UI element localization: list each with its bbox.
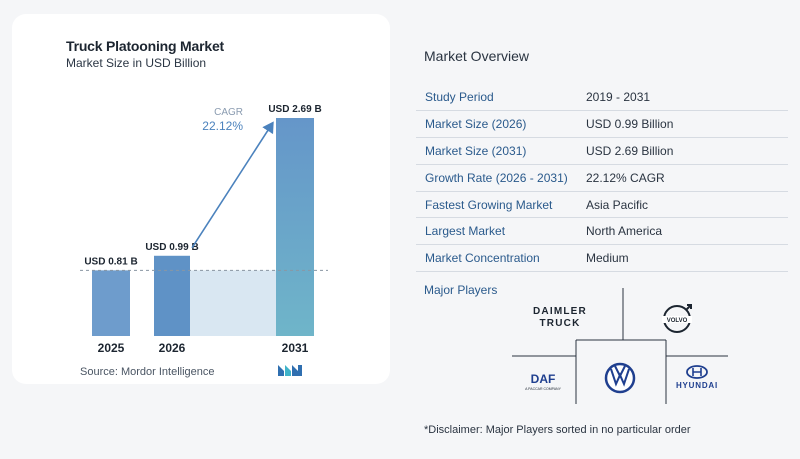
daimler-truck-logo-icon: DAIMLER TRUCK [533,306,587,329]
category-label-2031: 2031 [282,341,309,355]
cagr-value: 22.12% [202,119,243,133]
players-logo-grid: DAIMLER TRUCK VOLVO DAF A PACCAR COMPANY… [512,288,728,404]
cagr-arrow [191,121,274,249]
overview-value: USD 0.99 Billion [586,110,788,139]
chart-title: Truck Platooning Market [66,38,224,54]
category-label-2026: 2026 [159,341,186,355]
overview-value: 22.12% CAGR [586,164,788,192]
overview-key: Study Period [416,84,586,112]
overview-key: Market Concentration [416,244,586,273]
svg-text:DAF: DAF [531,372,556,386]
overview-value: Asia Pacific [586,191,788,219]
disclaimer: *Disclaimer: Major Players sorted in no … [424,424,691,436]
value-label-2026: USD 0.99 B [145,242,198,253]
baseline-band [190,270,276,336]
cagr-label: CAGR [214,107,243,118]
value-label-2025: USD 0.81 B [84,256,137,267]
players-title: Major Players [424,283,498,297]
overview-key: Market Size (2031) [416,137,586,165]
overview-row: Market Concentration Medium [416,244,788,273]
category-label-2025: 2025 [98,341,125,355]
svg-text:A PACCAR COMPANY: A PACCAR COMPANY [525,387,562,391]
svg-text:VOLVO: VOLVO [667,318,688,324]
bar-chart: USD 0.81 B 2025 USD 0.99 B 2026 USD 2.69 B 20… [80,104,328,355]
overview-key: Growth Rate (2026 - 2031) [416,164,586,192]
bar-2031 [276,118,314,336]
hyundai-logo-icon: HYUNDAI [676,365,718,390]
overview-row: Growth Rate (2026 - 2031) 22.12% CAGR [416,164,788,192]
overview-value: North America [586,217,788,246]
overview-value: USD 2.69 Billion [586,137,788,165]
overview-row: Market Size (2026) USD 0.99 Billion [416,110,788,139]
volkswagen-logo-icon [604,362,636,394]
svg-text:DAIMLER: DAIMLER [533,306,587,317]
overview-row: Study Period 2019 - 2031 [416,84,788,112]
volvo-logo-icon: VOLVO [662,304,692,333]
overview-key: Market Size (2026) [416,110,586,139]
overview-title: Market Overview [424,48,530,64]
chart-subtitle: Market Size in USD Billion [66,56,207,70]
svg-text:TRUCK: TRUCK [540,318,581,329]
svg-text:HYUNDAI: HYUNDAI [676,381,718,390]
overview-value: Medium [586,244,788,273]
source-note: Source: Mordor Intelligence [80,366,215,378]
overview-value: 2019 - 2031 [586,84,788,112]
overview-row: Largest Market North America [416,217,788,246]
bar-2025 [92,270,130,336]
overview-key: Largest Market [416,217,586,246]
value-label-2031: USD 2.69 B [268,104,321,115]
daf-logo-icon: DAF A PACCAR COMPANY [525,372,562,391]
overview-key: Fastest Growing Market [416,191,586,219]
overview-row: Market Size (2031) USD 2.69 Billion [416,137,788,165]
mordor-logo-icon [278,365,302,376]
bar-2026 [154,255,190,336]
overview-row: Fastest Growing Market Asia Pacific [416,191,788,219]
overview-table: Study Period 2019 - 2031 Market Size (2026… [416,84,788,273]
